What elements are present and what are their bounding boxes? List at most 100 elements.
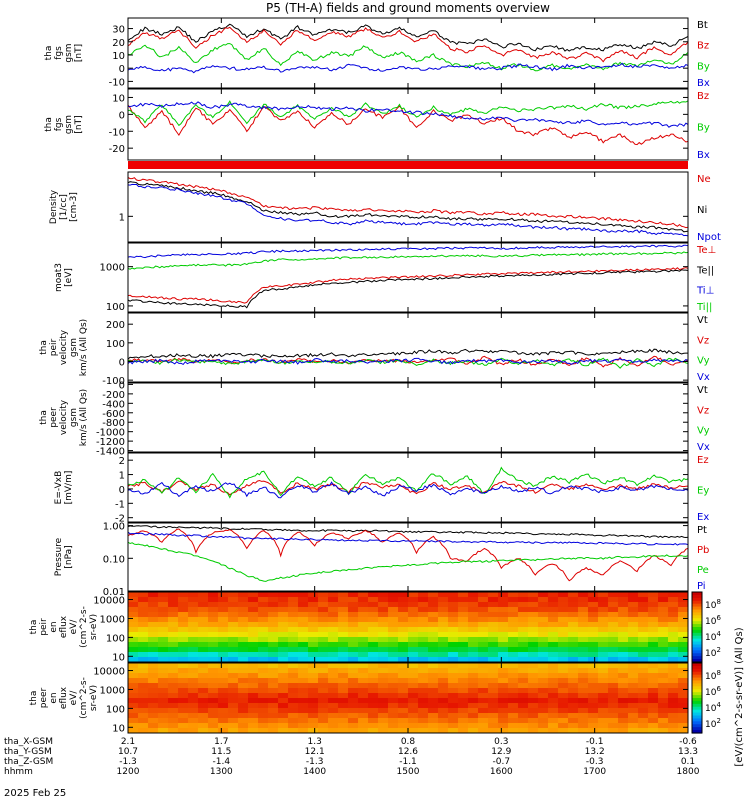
heatmap-cell	[128, 668, 139, 674]
heatmap-cell	[538, 683, 549, 689]
heatmap-cell	[178, 678, 189, 684]
heatmap-cell	[578, 592, 589, 598]
heatmap-cell	[578, 597, 589, 603]
heatmap-cell	[268, 688, 279, 694]
heatmap-cell	[338, 617, 349, 623]
y-ticks: 100-10-20	[109, 93, 688, 155]
heatmap-cell	[318, 693, 329, 699]
heatmap-cell	[298, 683, 309, 689]
heatmap-cell	[418, 632, 429, 638]
heatmap-cell	[298, 708, 309, 714]
heatmap-cell	[258, 597, 269, 603]
heatmap-cell	[588, 652, 599, 658]
heatmap-cell	[638, 622, 649, 628]
heatmap-cell	[198, 592, 209, 598]
heatmap-cell	[348, 673, 359, 679]
heatmap-cell	[598, 647, 609, 653]
heatmap-cell	[198, 668, 209, 674]
heatmap-cell	[398, 718, 409, 724]
heatmap-cell	[418, 647, 429, 653]
heatmap-cell	[538, 723, 549, 729]
heatmap-cell	[308, 627, 319, 633]
heatmap-cell	[468, 663, 479, 669]
heatmap-cell	[678, 723, 688, 729]
heatmap-cell	[448, 698, 459, 704]
heatmap-cell	[388, 683, 399, 689]
heatmap-cell	[568, 597, 579, 603]
heatmap-cell	[588, 637, 599, 643]
heatmap-cell	[658, 637, 669, 643]
heatmap-cell	[638, 627, 649, 633]
heatmap-cell	[508, 627, 519, 633]
heatmap-cell	[158, 622, 169, 628]
heatmap-cell	[338, 632, 349, 638]
heatmap-cell	[658, 688, 669, 694]
heatmap-cell	[428, 683, 439, 689]
heatmap-cell	[158, 668, 169, 674]
heatmap-cell	[538, 647, 549, 653]
heatmap-cell	[308, 678, 319, 684]
heatmap-cell	[278, 637, 289, 643]
heatmap-cell	[598, 688, 609, 694]
heatmap-cell	[518, 592, 529, 598]
heatmap-cell	[628, 597, 639, 603]
heatmap-cell	[148, 678, 159, 684]
heatmap-cell	[158, 597, 169, 603]
heatmap-cell	[378, 678, 389, 684]
heatmap-cell	[458, 683, 469, 689]
heatmap-cell	[178, 647, 189, 653]
heatmap-cell	[228, 678, 239, 684]
heatmap-cell	[458, 617, 469, 623]
heatmap-cell	[408, 713, 419, 719]
heatmap-cell	[358, 632, 369, 638]
heatmap-cell	[158, 688, 169, 694]
legend-label-Bz: Bz	[697, 91, 709, 102]
heatmap-cell	[668, 718, 679, 724]
heatmap-cell	[198, 607, 209, 613]
heatmap-cell	[668, 703, 679, 709]
y-axis-label-line: sr-eV)	[89, 614, 99, 640]
heatmap-cell	[248, 657, 259, 662]
heatmap-cell	[358, 607, 369, 613]
heatmap-cell	[608, 678, 619, 684]
heatmap-cell	[328, 673, 339, 679]
heatmap-cell	[388, 592, 399, 598]
heatmap-cell	[158, 632, 169, 638]
heatmap-cell	[278, 592, 289, 598]
heatmap-cell	[218, 663, 229, 669]
heatmap-cell	[478, 678, 489, 684]
legend-label-Vx: Vx	[697, 372, 710, 383]
heatmap-cell	[518, 632, 529, 638]
heatmap-cell	[568, 718, 579, 724]
heatmap-cell	[488, 723, 499, 729]
heatmap-cell	[268, 627, 279, 633]
heatmap-cell	[458, 612, 469, 618]
heatmap-cell	[638, 663, 649, 669]
heatmap-cell	[218, 688, 229, 694]
heatmap-cell	[458, 713, 469, 719]
heatmap-cell	[398, 698, 409, 704]
heatmap-cell	[438, 602, 449, 608]
heatmap-cell	[618, 713, 629, 719]
heatmap-cell	[298, 723, 309, 729]
heatmap-cell	[328, 647, 339, 653]
heatmap-cell	[248, 673, 259, 679]
heatmap-cell	[448, 657, 459, 662]
heatmap-cell	[588, 708, 599, 714]
heatmap-cell	[518, 637, 529, 643]
heatmap-cell	[308, 612, 319, 618]
heatmap-cell	[228, 607, 239, 613]
y-axis-label-line: peir	[49, 338, 59, 356]
heatmap-cell	[148, 663, 159, 669]
heatmap-cell	[218, 612, 229, 618]
heatmap-cell	[638, 647, 649, 653]
colorbar-cell	[692, 632, 702, 637]
heatmap-cell	[268, 728, 279, 733]
heatmap-cell	[438, 657, 449, 662]
heatmap-cell	[238, 698, 249, 704]
heatmap-cell	[518, 607, 529, 613]
heatmap-cell	[148, 673, 159, 679]
heatmap-cell	[488, 718, 499, 724]
heatmap-cell	[188, 642, 199, 648]
